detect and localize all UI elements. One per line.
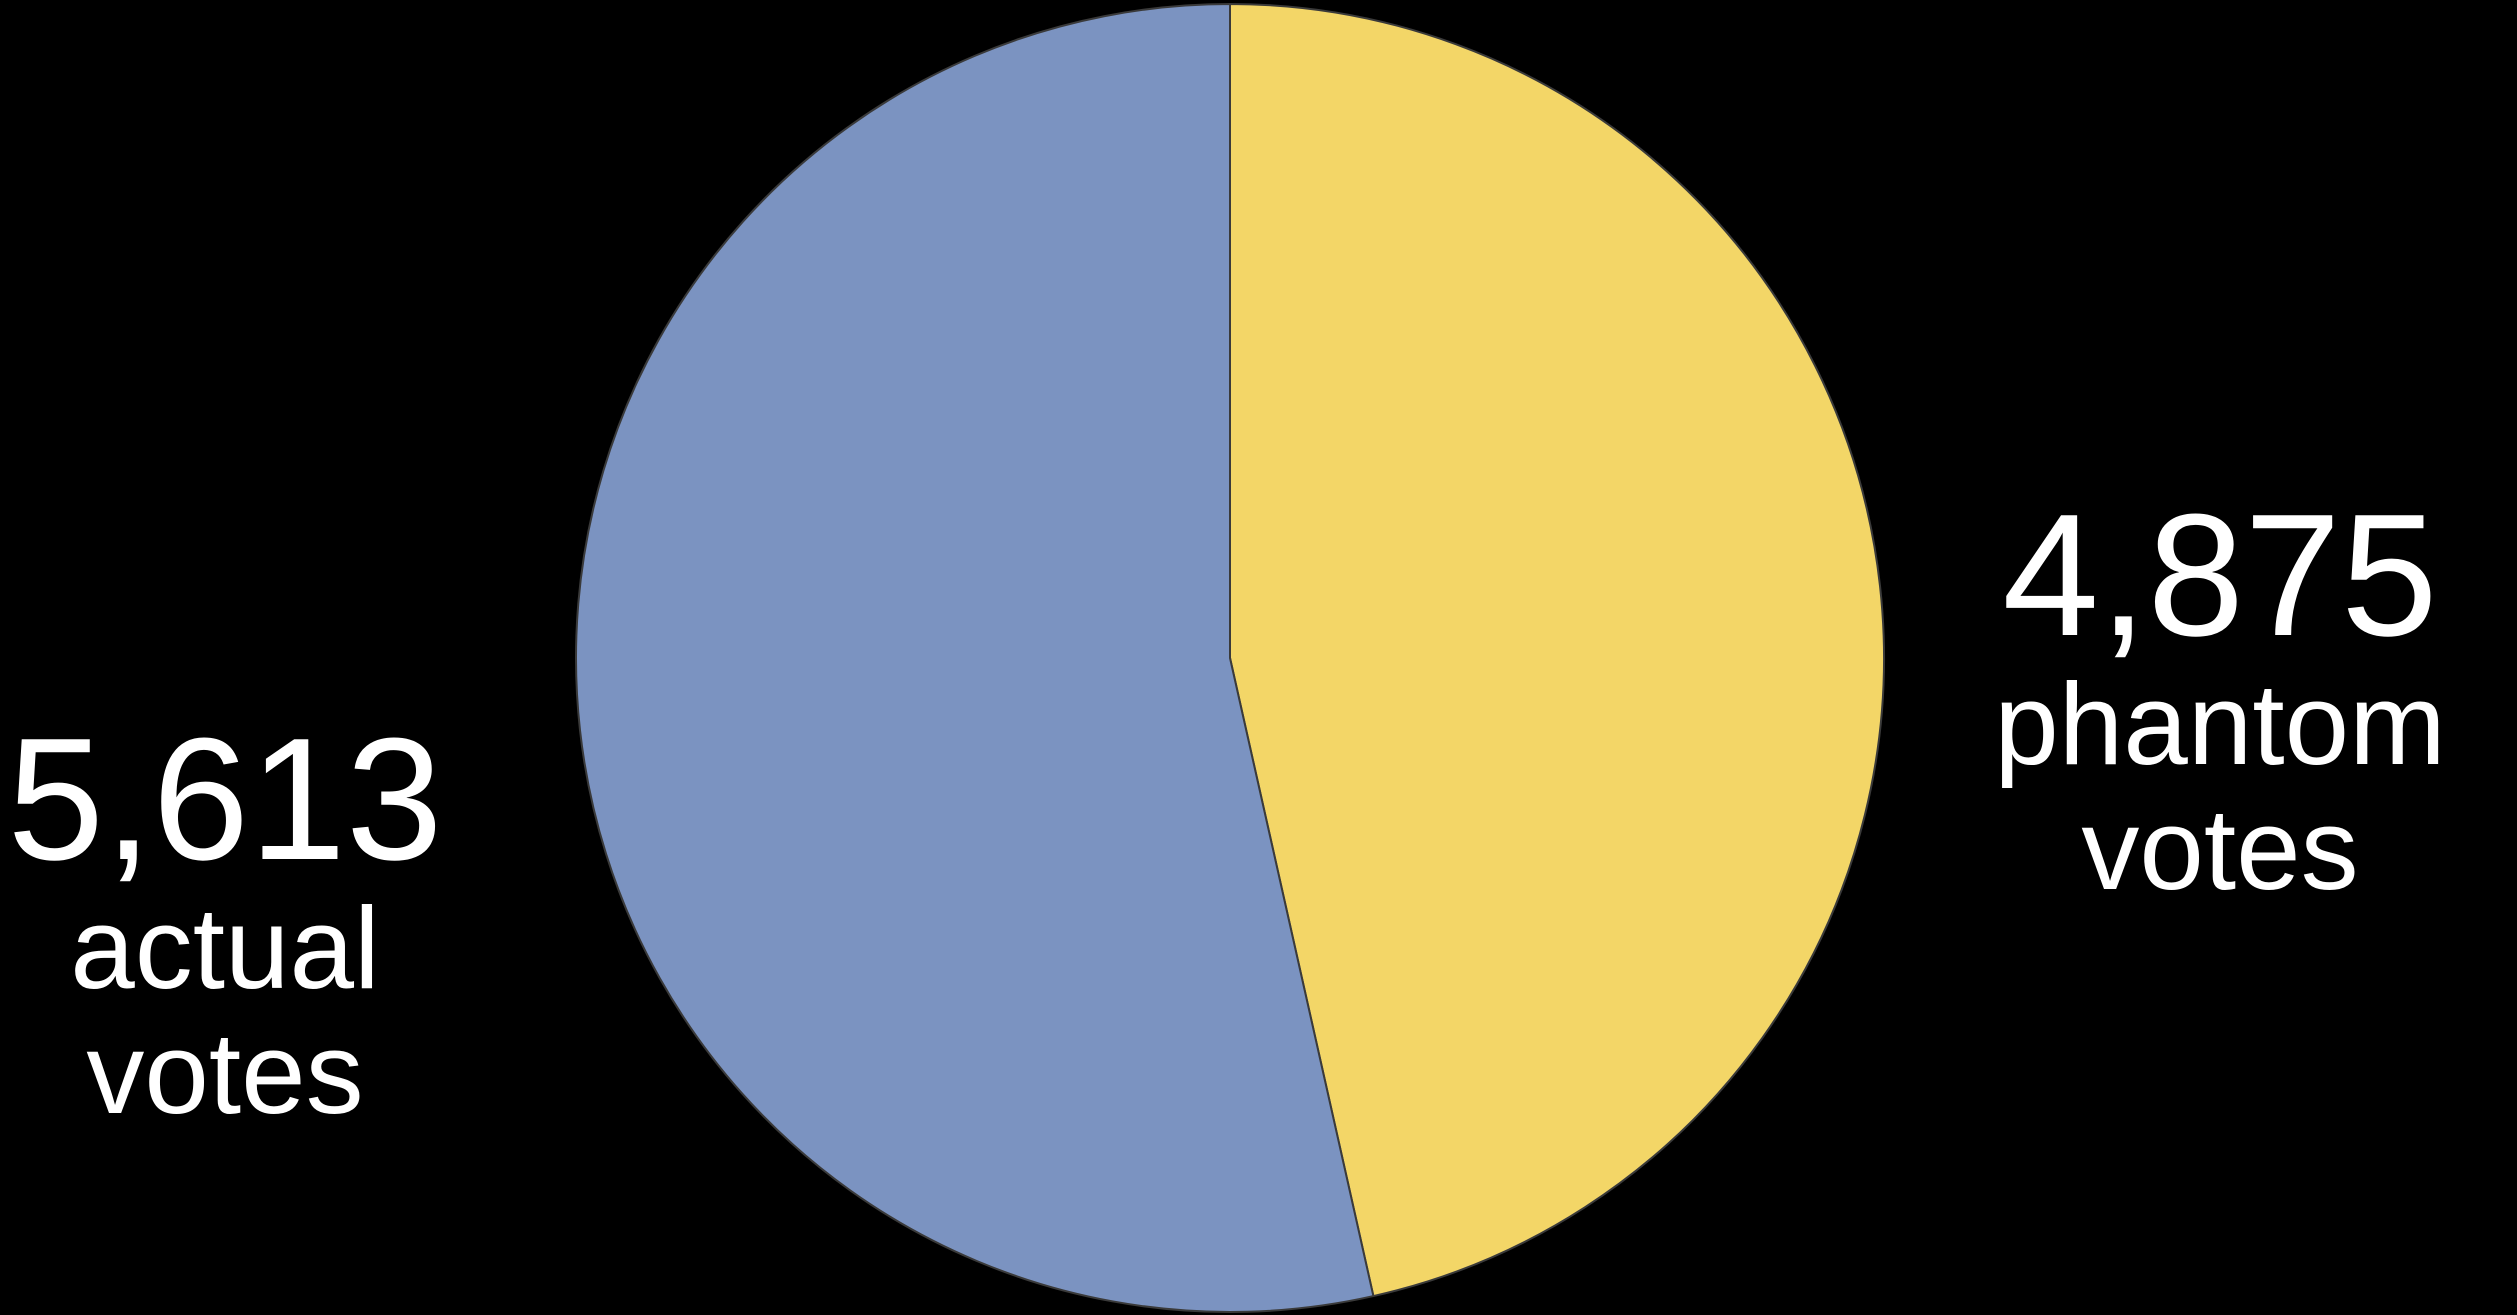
phantom-votes-caption-line-2: votes (2081, 784, 2359, 915)
phantom-votes-caption-line-1: phantom (1994, 659, 2446, 789)
phantom-votes-value: 4,875 (2002, 477, 2438, 672)
actual-votes-caption-line-1: actual (70, 883, 380, 1013)
pie-slice-phantom-votes (1229, 3, 1885, 1298)
pie-slices (575, 3, 1885, 1313)
actual-votes-value: 5,613 (7, 701, 443, 896)
actual-votes-label: 5,613 actual votes (0, 712, 450, 1137)
actual-votes-caption-line-2: votes (86, 1008, 364, 1139)
phantom-votes-label: 4,875 phantom votes (1955, 488, 2485, 913)
pie-slice-actual-votes (575, 3, 1375, 1313)
